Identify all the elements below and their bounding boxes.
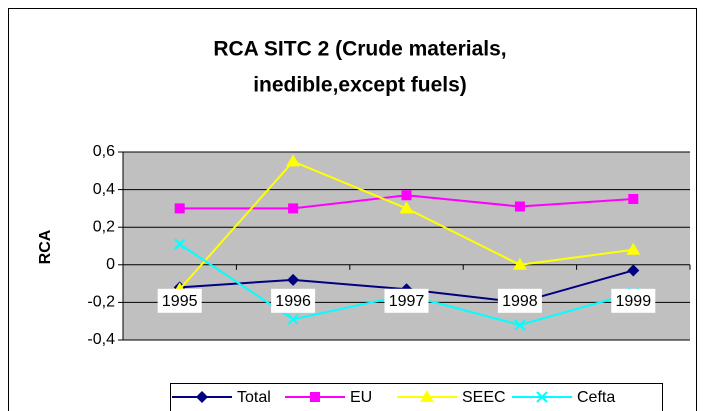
marker	[628, 194, 639, 204]
y-tick-label: 0,6	[93, 143, 115, 160]
x-tick-label: 1999	[616, 293, 652, 310]
x-label-box	[497, 288, 542, 313]
marker	[514, 201, 525, 212]
x-label-box	[271, 288, 316, 313]
marker	[514, 319, 526, 331]
x-label-box	[384, 288, 429, 313]
marker	[626, 242, 641, 255]
y-axis-label: RCA	[37, 229, 54, 264]
marker	[399, 201, 414, 214]
marker	[401, 190, 412, 201]
y-tick-label: -0,2	[87, 294, 115, 311]
marker	[174, 203, 185, 214]
legend-label: Total	[237, 389, 271, 406]
marker	[627, 264, 640, 277]
chart-title: RCA SITC 2 (Crude materials,	[213, 38, 506, 61]
x-tick-label: 1998	[502, 293, 538, 310]
x-tick-label: 1996	[275, 293, 311, 310]
y-tick-label: 0	[106, 256, 115, 273]
y-tick-label: -0,4	[87, 331, 115, 348]
x-tick-label: 1997	[389, 293, 425, 310]
chart-title: inedible,except fuels)	[253, 74, 467, 97]
marker	[196, 391, 208, 403]
x-label-box	[157, 288, 202, 313]
legend-label: Cefta	[577, 389, 615, 406]
marker	[420, 390, 434, 402]
marker	[173, 238, 186, 250]
marker	[287, 273, 300, 286]
marker	[287, 313, 299, 326]
x-tick-label: 1995	[162, 293, 198, 310]
legend-label: SEEC	[462, 389, 506, 406]
y-tick-label: 0,4	[93, 181, 115, 198]
legend-label: EU	[350, 389, 372, 406]
x-label-box	[611, 288, 656, 313]
marker	[288, 203, 299, 214]
marker	[286, 154, 301, 167]
marker	[512, 257, 527, 270]
marker	[536, 391, 548, 403]
y-tick-label: 0,2	[93, 218, 115, 235]
marker	[310, 392, 320, 402]
